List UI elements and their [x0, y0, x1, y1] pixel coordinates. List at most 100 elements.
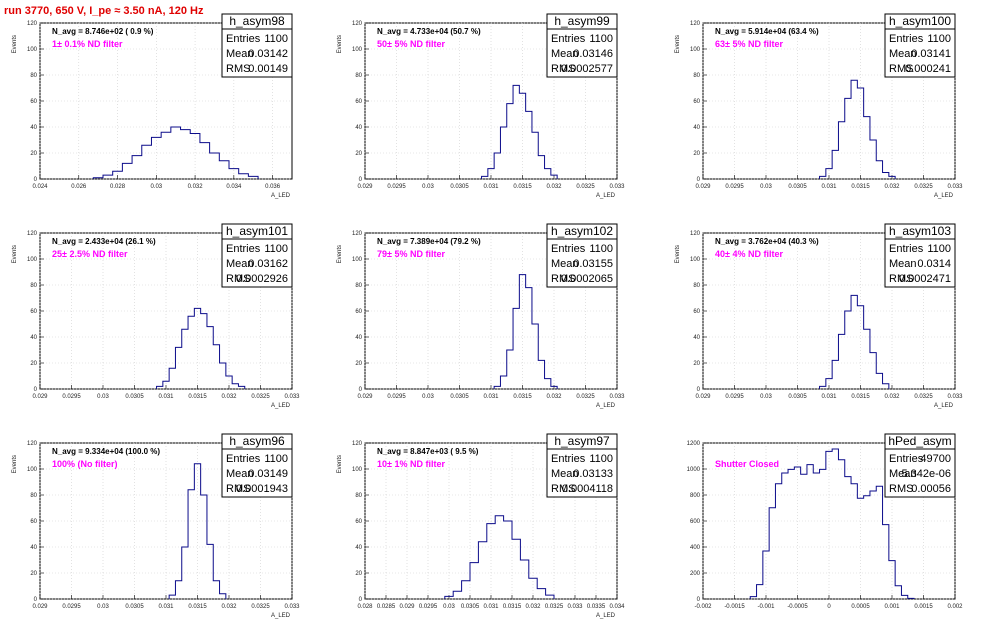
x-tick-label: 0.0315 [188, 604, 207, 610]
stats-value: 0.000241 [905, 63, 951, 75]
y-tick-label: 60 [355, 519, 362, 525]
y-tick-label: 0 [34, 177, 38, 183]
stats-label: RMS [226, 273, 250, 285]
x-tick-label: 0.0305 [450, 394, 469, 400]
y-tick-label: 40 [30, 335, 37, 341]
stats-label: Mean [551, 48, 579, 60]
filter-label: 100% (No filter) [52, 459, 118, 469]
y-tick-label: 1200 [687, 441, 701, 447]
stats-value: 0.00149 [248, 63, 288, 75]
x-tick-label: -0.001 [757, 604, 775, 610]
x-axis-title: A_LED [271, 403, 291, 409]
x-tick-label: 0.0305 [788, 184, 807, 190]
stats-value: 0.03155 [573, 258, 613, 270]
x-tick-label: 0.03 [422, 394, 434, 400]
y-tick-label: 0 [697, 597, 701, 603]
y-tick-label: 20 [693, 151, 700, 157]
histogram-series [819, 79, 896, 179]
y-tick-label: 120 [690, 21, 701, 27]
x-tick-label: 0.032 [546, 184, 562, 190]
navg-label: N_avg = 3.762e+04 (40.3 %) [715, 237, 819, 246]
y-tick-label: 100 [27, 47, 38, 53]
x-tick-label: 0.0335 [587, 604, 606, 610]
histogram-series [749, 448, 915, 599]
stats-label: RMS [226, 63, 250, 75]
stats-label: Mean [226, 48, 254, 60]
stats-value: 0.03162 [248, 258, 288, 270]
stats-label: RMS [551, 63, 575, 75]
y-tick-label: 100 [690, 257, 701, 263]
stats-box [884, 238, 956, 288]
y-tick-label: 80 [693, 73, 700, 79]
stats-value: 0.03146 [573, 48, 613, 60]
x-tick-label: 0.0325 [545, 604, 564, 610]
stats-title: h_asym97 [554, 434, 610, 448]
x-axis-title: A_LED [596, 193, 616, 199]
y-tick-label: 20 [693, 361, 700, 367]
stats-label: Mean [551, 258, 579, 270]
stats-label: RMS [889, 483, 913, 495]
x-tick-label: 0.0315 [503, 604, 522, 610]
y-tick-label: 40 [693, 335, 700, 341]
run-title: run 3770, 650 V, I_pe ≈ 3.50 nA, 120 Hz [4, 5, 204, 17]
x-tick-label: 0.032 [221, 604, 237, 610]
x-tick-label: 0.0315 [513, 394, 532, 400]
x-axis-title: A_LED [596, 403, 616, 409]
stats-label: Mean [889, 468, 917, 480]
histogram-series [444, 515, 555, 599]
stats-value: 1100 [264, 33, 288, 45]
x-tick-label: 0.033 [284, 604, 300, 610]
y-axis-title: Events [337, 245, 343, 263]
stats-value: 0.0002471 [899, 273, 951, 285]
x-tick-label: 0.029 [32, 604, 48, 610]
stats-title: hPed_asym [888, 434, 951, 448]
y-tick-label: 20 [355, 361, 362, 367]
stats-value: 1100 [589, 33, 613, 45]
x-tick-label: 0.0005 [851, 604, 870, 610]
y-tick-label: 40 [355, 125, 362, 131]
x-tick-label: -0.0015 [724, 604, 745, 610]
y-tick-label: 1000 [687, 467, 701, 473]
y-tick-label: 600 [690, 519, 701, 525]
x-tick-label: -0.002 [694, 604, 712, 610]
y-tick-label: 120 [27, 21, 38, 27]
x-tick-label: 0.0315 [513, 184, 532, 190]
x-tick-label: 0.03 [150, 184, 162, 190]
histogram-panel-h_asym96: 0.029 0.0295 0.03 0.0305 0.031 0.0315 0.032 0.0… [12, 433, 300, 619]
x-tick-label: 0.0315 [851, 184, 870, 190]
y-tick-label: 80 [355, 283, 362, 289]
x-tick-label: 0.031 [158, 604, 174, 610]
x-tick-label: 0.03 [443, 604, 455, 610]
y-tick-label: 120 [27, 441, 38, 447]
y-axis-title: Events [337, 455, 343, 473]
x-tick-label: 0.002 [947, 604, 963, 610]
y-tick-label: 80 [30, 283, 37, 289]
y-tick-label: 80 [355, 73, 362, 79]
stats-value: 0.0002065 [561, 273, 613, 285]
y-tick-label: 100 [690, 47, 701, 53]
x-tick-label: 0.0305 [461, 604, 480, 610]
stats-value: 1100 [927, 33, 951, 45]
y-tick-label: 0 [697, 177, 701, 183]
navg-label: N_avg = 8.847e+03 ( 9.5 %) [377, 447, 479, 456]
navg-label: N_avg = 8.746e+02 ( 0.9 %) [52, 27, 154, 36]
x-tick-label: 0.032 [884, 184, 900, 190]
stats-title: h_asym101 [226, 224, 288, 238]
stats-value: 1100 [589, 453, 613, 465]
stats-label: Mean [226, 468, 254, 480]
x-tick-label: 0.0295 [419, 604, 438, 610]
filter-label: Shutter Closed [715, 459, 779, 469]
y-tick-label: 20 [30, 151, 37, 157]
y-tick-label: 60 [355, 309, 362, 315]
navg-label: N_avg = 5.914e+04 (63.4 %) [715, 27, 819, 36]
y-tick-label: 120 [27, 231, 38, 237]
x-tick-label: 0.034 [226, 184, 242, 190]
y-tick-label: 200 [690, 571, 701, 577]
histogram-panel-hPed_asym: -0.002 -0.0015 -0.001 -0.0005 0 0.0005 0.001 0.… [687, 433, 963, 610]
x-axis-title: A_LED [271, 613, 291, 619]
x-tick-label: 0.029 [32, 394, 48, 400]
stats-label: Entries [889, 33, 924, 45]
x-tick-label: 0.032 [546, 394, 562, 400]
